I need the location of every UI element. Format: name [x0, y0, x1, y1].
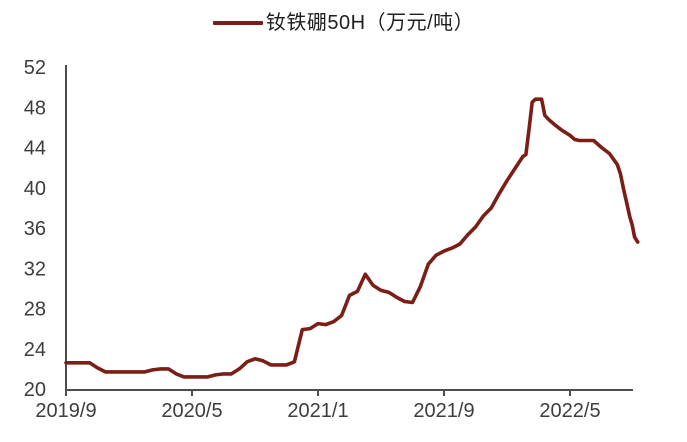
legend-label: 钕铁硼50H（万元/吨） — [265, 12, 475, 34]
legend-line-swatch — [212, 21, 263, 25]
y-axis-label: 24 — [24, 339, 46, 361]
y-axis-label: 32 — [24, 258, 46, 280]
x-axis-label: 2021/9 — [413, 400, 474, 422]
x-axis-label: 2019/9 — [35, 400, 96, 422]
y-axis-label: 44 — [24, 138, 46, 160]
x-axis-label: 2020/5 — [161, 400, 222, 422]
x-axis-label: 2022/5 — [539, 400, 600, 422]
axis-lines — [65, 65, 633, 391]
legend: 钕铁硼50H（万元/吨） — [0, 10, 687, 36]
y-axis-label: 20 — [24, 379, 46, 401]
y-axis-label: 28 — [24, 299, 46, 321]
x-axis-label: 2021/1 — [287, 400, 348, 422]
y-axis-label: 48 — [24, 97, 46, 119]
y-axis-label: 36 — [24, 218, 46, 240]
price-line — [64, 97, 640, 379]
y-axis-label: 40 — [24, 178, 46, 200]
y-axis-label: 52 — [24, 57, 46, 79]
